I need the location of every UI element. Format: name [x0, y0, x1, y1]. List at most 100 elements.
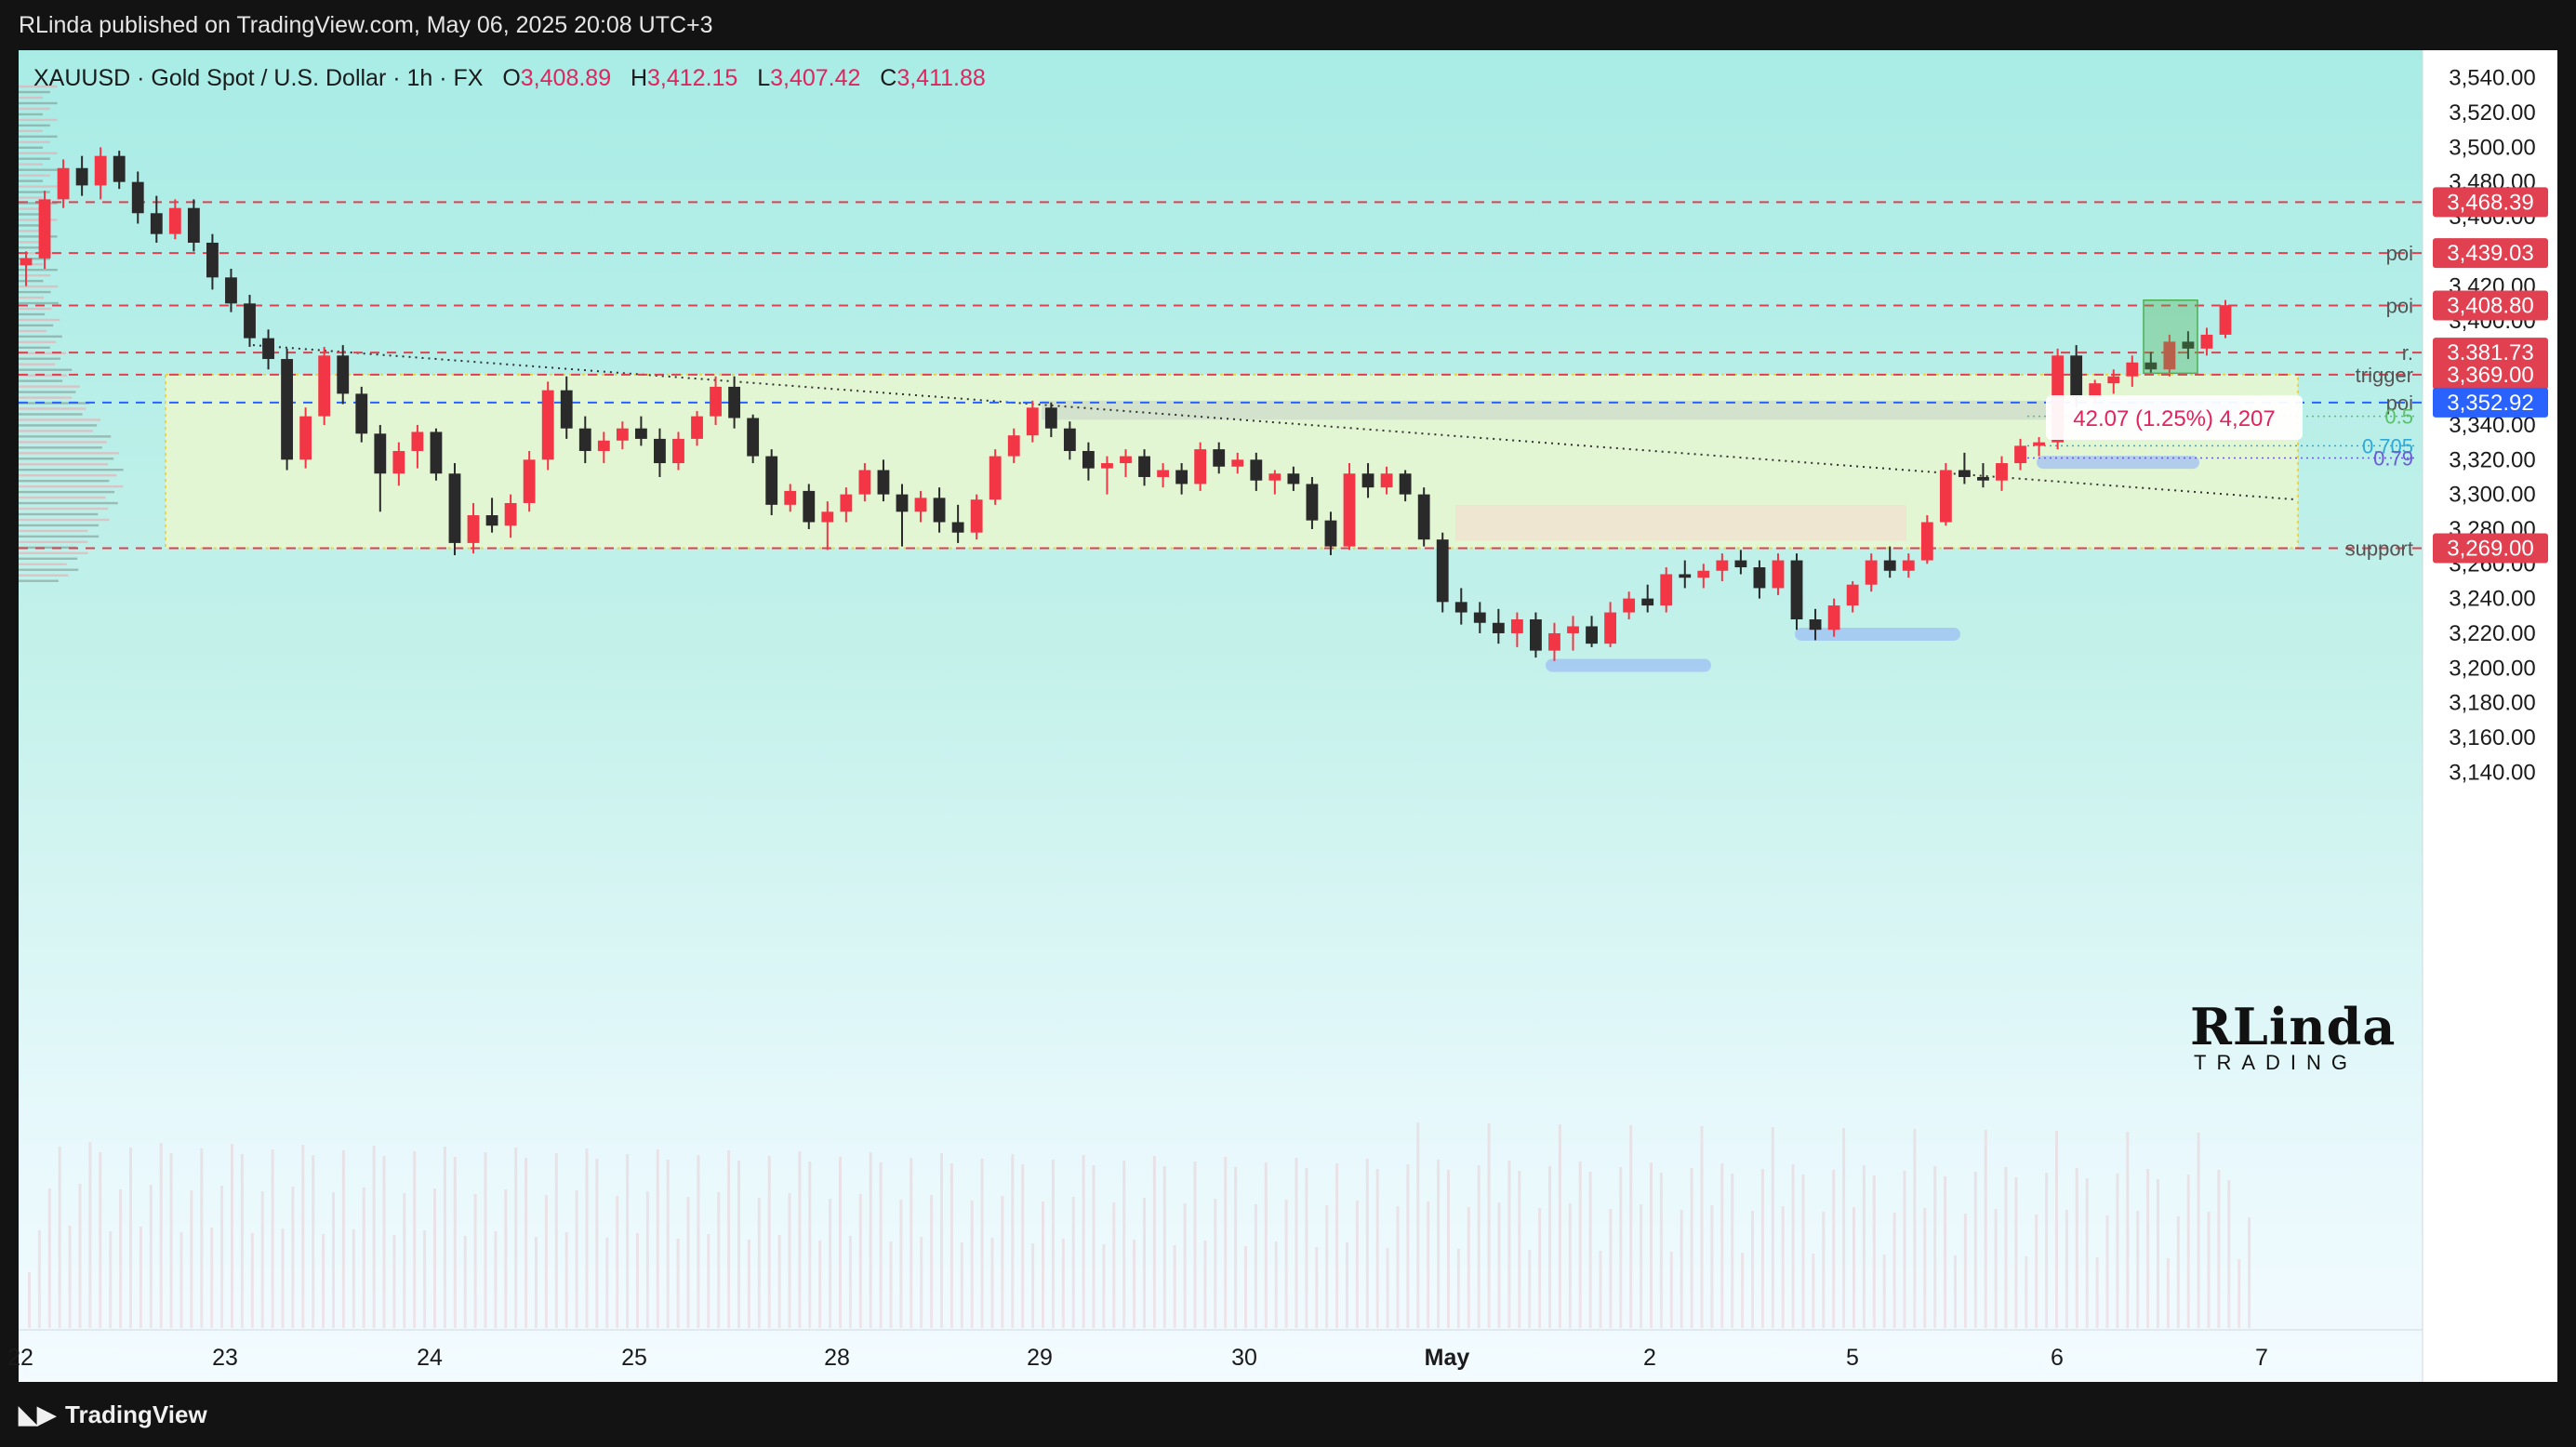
- volume-bar: [1477, 1165, 1481, 1328]
- volume-bar: [301, 1145, 305, 1328]
- volume-bar: [2075, 1168, 2078, 1328]
- volume-profile-bar: [19, 363, 56, 365]
- volume-bar: [1234, 1167, 1238, 1328]
- volume-bar: [1315, 1247, 1319, 1328]
- volume-bar: [605, 1238, 609, 1328]
- candle-body: [1790, 560, 1803, 620]
- candle-body: [1157, 470, 1169, 477]
- volume-profile-bar: [19, 579, 59, 582]
- high-value: 3,412.15: [647, 65, 738, 91]
- volume-bar: [1954, 1255, 1957, 1328]
- chart-pane[interactable]: [19, 50, 2427, 1382]
- volume-bar: [1021, 1164, 1025, 1328]
- volume-bar: [1822, 1212, 1826, 1328]
- volume-bar: [2186, 1175, 2190, 1328]
- volume-bar: [829, 1199, 832, 1328]
- volume-bar: [1963, 1214, 1967, 1328]
- close-value: 3,411.88: [896, 65, 986, 91]
- footer-bar: [0, 1382, 2576, 1447]
- candle-body: [1641, 598, 1654, 606]
- volume-profile-bar: [19, 241, 50, 244]
- volume-bar: [78, 1184, 82, 1328]
- volume-bar: [707, 1234, 710, 1328]
- volume-bar: [403, 1193, 406, 1328]
- volume-profile-bar: [19, 535, 100, 538]
- volume-bar: [990, 1238, 994, 1328]
- volume-bar: [1365, 1159, 1369, 1328]
- candle-body: [75, 167, 88, 186]
- candle-body: [672, 438, 684, 464]
- price-axis[interactable]: [2423, 50, 2557, 1382]
- open-label: O: [502, 65, 521, 91]
- candle-body: [1231, 459, 1244, 467]
- candle-body: [1883, 560, 1896, 571]
- volume-bar: [1588, 1172, 1592, 1328]
- level-tag: trigger: [2356, 364, 2413, 387]
- volume-bar: [473, 1194, 477, 1328]
- volume-bar: [686, 1197, 690, 1328]
- volume-bar: [524, 1158, 528, 1328]
- volume-profile-bar: [19, 452, 120, 455]
- volume-bar: [2197, 1133, 2200, 1328]
- candle-body: [728, 386, 741, 418]
- candle-body: [2200, 334, 2213, 349]
- volume-bar: [504, 1189, 508, 1328]
- y-tick-label: 3,140.00: [2449, 760, 2535, 785]
- volume-bar: [1295, 1158, 1298, 1328]
- candle-body: [989, 456, 1002, 500]
- volume-bar: [1578, 1162, 1582, 1328]
- volume-bar: [1842, 1128, 1846, 1328]
- volume-profile-bar: [19, 446, 102, 449]
- y-tick-label: 3,300.00: [2449, 483, 2535, 508]
- volume-bar: [788, 1193, 791, 1328]
- x-tick-label: May: [1425, 1345, 1470, 1371]
- candle-body: [1716, 560, 1729, 571]
- volume-bar: [2085, 1178, 2089, 1328]
- volume-bar: [260, 1191, 264, 1328]
- volume-bar: [2176, 1216, 2180, 1328]
- volume-bar: [1061, 1239, 1065, 1328]
- supply-zone: [1455, 504, 1906, 541]
- volume-bar: [1284, 1200, 1288, 1328]
- volume-bar: [879, 1162, 883, 1328]
- volume-bar: [2157, 1179, 2159, 1328]
- volume-bar: [1042, 1201, 1044, 1328]
- candle-body: [430, 431, 443, 474]
- candle-body: [1213, 449, 1226, 467]
- close-label: C: [880, 65, 897, 91]
- candle-body: [1268, 473, 1281, 481]
- volume-profile-bar: [19, 152, 58, 154]
- volume-bar: [423, 1230, 427, 1328]
- candle-body: [951, 522, 964, 533]
- logo-line1: RLinda: [2190, 997, 2397, 1056]
- volume-bar: [727, 1150, 731, 1328]
- volume-bar: [250, 1233, 254, 1328]
- volume-profile-bar: [19, 346, 50, 350]
- candle-body: [914, 498, 927, 512]
- volume-bar: [1599, 1251, 1602, 1328]
- volume-bar: [1335, 1163, 1339, 1328]
- candle-body: [2182, 341, 2195, 349]
- volume-profile-bar: [19, 124, 50, 127]
- volume-bar: [910, 1158, 913, 1328]
- candle-body: [1361, 473, 1374, 488]
- volume-bar: [1203, 1241, 1207, 1328]
- volume-bar: [58, 1147, 61, 1328]
- axis-price-badge: [2433, 359, 2548, 390]
- volume-profile-bar: [19, 357, 61, 360]
- volume-profile-bar: [19, 574, 69, 577]
- y-tick-label: 3,240.00: [2449, 587, 2535, 612]
- volume-bar: [940, 1153, 943, 1328]
- poi-zone: [1042, 400, 2241, 420]
- volume-bar: [159, 1143, 163, 1328]
- volume-bar: [1781, 1206, 1785, 1328]
- volume-profile-bar: [19, 335, 62, 339]
- tradingview-brand[interactable]: ◣▶ TradingView: [19, 1401, 207, 1429]
- volume-profile-bar: [19, 501, 118, 505]
- volume-bar: [2116, 1174, 2119, 1328]
- volume-bar: [2126, 1132, 2130, 1328]
- candle-body: [1623, 598, 1636, 613]
- volume-bar: [1872, 1175, 1876, 1328]
- brand-label: TradingView: [65, 1401, 207, 1428]
- volume-bar: [2207, 1212, 2211, 1328]
